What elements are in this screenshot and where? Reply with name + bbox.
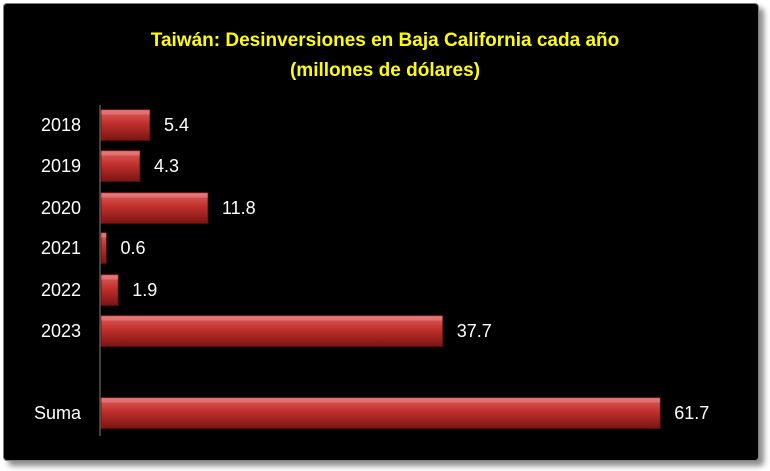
bar-highlight-2018 (101, 110, 150, 115)
chart-title: Taiwán: Desinversiones en Baja Californi… (0, 26, 770, 86)
bar-2023 (100, 315, 444, 347)
bar-suma (100, 397, 661, 429)
chart-frame (3, 3, 759, 461)
bar-highlight-2021 (101, 233, 107, 238)
bar-2021 (100, 232, 107, 264)
bar-2020 (100, 192, 209, 224)
bar-2018 (100, 109, 151, 141)
category-label-2019: 2019 (41, 156, 81, 176)
value-label-2022: 1.9 (132, 280, 157, 300)
category-label-2023: 2023 (41, 321, 81, 341)
category-label-suma: Suma (34, 403, 82, 423)
value-label-2021: 0.6 (120, 238, 145, 258)
category-label-2021: 2021 (41, 238, 81, 258)
bars-group: 2018 5.4 2019 4.3 2020 11.8 2021 0.6 2022 1.9 2023… (34, 109, 709, 429)
bar-highlight-2019 (101, 151, 140, 156)
category-label-2020: 2020 (41, 198, 81, 218)
category-label-2022: 2022 (41, 280, 81, 300)
bar-highlight-2023 (101, 316, 443, 321)
chart-title-line-1: Taiwán: Desinversiones en Baja Californi… (150, 30, 620, 51)
chart-title-line-2: (millones de dólares) (289, 60, 481, 81)
value-label-2020: 11.8 (222, 198, 256, 218)
bar-2019 (100, 150, 141, 182)
bar-2022 (100, 274, 119, 306)
value-label-suma: 61.7 (674, 403, 709, 423)
category-label-2018: 2018 (41, 115, 81, 135)
value-label-2019: 4.3 (154, 156, 179, 176)
bar-highlight-suma (101, 398, 661, 403)
bar-highlight-2022 (101, 275, 119, 280)
value-label-2018: 5.4 (164, 115, 189, 135)
bar-highlight-2020 (101, 193, 208, 198)
value-label-2023: 37.7 (457, 321, 492, 341)
